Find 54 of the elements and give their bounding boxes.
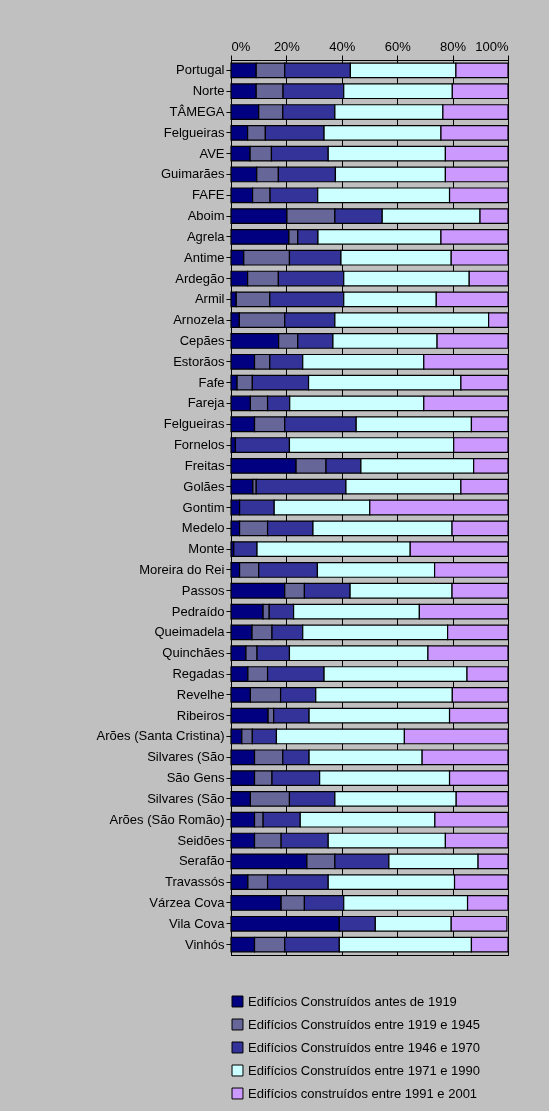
y-tick-label: Armil <box>194 291 225 307</box>
y-tick-label: Ribeiros <box>176 707 225 723</box>
y-tick-label: TÂMEGA <box>169 104 225 120</box>
y-tick-label: Revelhe <box>176 686 225 702</box>
y-tick-label: Fafe <box>198 374 225 390</box>
legend-label: Edifícios Construídos entre 1971 e 1990 <box>248 1062 480 1078</box>
x-tick-label: 20% <box>273 38 301 54</box>
y-tick-label: Queimadela <box>154 624 226 640</box>
x-tick-label: 100% <box>475 38 509 54</box>
y-tick-label: Aboim <box>187 208 225 224</box>
y-tick-label: Agrela <box>186 228 226 244</box>
y-tick-label: Estorãos <box>173 353 225 369</box>
y-tick-label: Silvares (São <box>147 790 225 806</box>
y-tick-label: Quinchães <box>162 645 225 661</box>
x-tick-label: 40% <box>329 38 356 54</box>
y-tick-label: Arões (Santa Cristina) <box>96 728 225 744</box>
x-tick-label: 60% <box>384 38 412 54</box>
y-tick-label: Guimarães <box>160 166 225 182</box>
y-tick-label: Silvares (São <box>147 749 225 765</box>
legend-label: Edifícios Construídos entre 1946 e 1970 <box>248 1039 480 1055</box>
y-tick-label: Fornelos <box>173 437 225 453</box>
y-tick-label: Arnozela <box>173 312 226 328</box>
x-tick-label: 80% <box>440 38 467 54</box>
legend-label: Edifícios Construídos antes de 1919 <box>248 993 457 1009</box>
y-tick-label: Freitas <box>184 457 225 473</box>
y-tick-label: Várzea Cova <box>149 894 226 910</box>
y-tick-label: Vila Cova <box>169 915 226 931</box>
y-tick-label: Cepães <box>179 332 225 348</box>
y-tick-label: Gontim <box>182 499 225 515</box>
y-tick-label: Arões (São Romão) <box>109 811 225 827</box>
y-tick-label: Portugal <box>176 62 225 78</box>
y-tick-label: Moreira do Rei <box>139 561 225 577</box>
legend-label: Edifícios construídos entre 1991 e 2001 <box>248 1085 478 1101</box>
y-tick-label: Felgueiras <box>163 124 225 140</box>
y-tick-label: AVE <box>199 145 225 161</box>
y-tick-label: Serafão <box>178 853 225 869</box>
y-tick-label: Norte <box>192 83 225 99</box>
y-tick-label: Fareja <box>187 395 226 411</box>
y-tick-label: Felgueiras <box>163 416 225 432</box>
legend-label: Edifícios Construídos entre 1919 e 1945 <box>248 1016 480 1032</box>
y-tick-label: FAFE <box>191 187 225 203</box>
y-tick-label: São Gens <box>166 770 225 786</box>
y-tick-label: Passos <box>181 582 225 598</box>
y-tick-label: Monte <box>188 541 225 557</box>
y-tick-label: Seidões <box>177 832 225 848</box>
y-tick-label: Travassós <box>165 874 225 890</box>
y-tick-label: Ardegão <box>175 270 225 286</box>
x-tick-label: 0% <box>231 38 251 54</box>
y-tick-label: Regadas <box>172 666 225 682</box>
y-tick-label: Antime <box>184 249 225 265</box>
y-tick-label: Vinhós <box>184 936 225 952</box>
y-tick-label: Golães <box>183 478 225 494</box>
y-tick-label: Medelo <box>181 520 225 536</box>
y-tick-label: Pedraído <box>171 603 225 619</box>
